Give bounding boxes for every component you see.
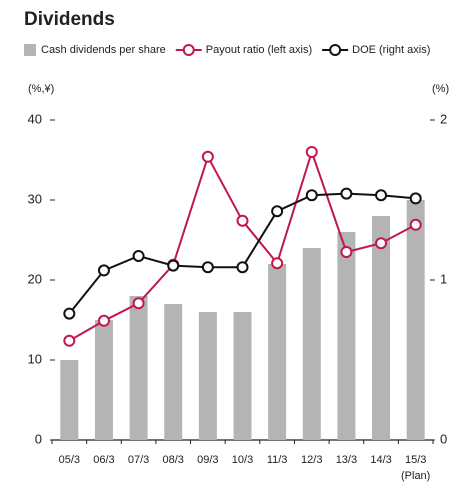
point (375, 237, 388, 250)
point (236, 261, 249, 274)
bar (268, 264, 287, 440)
point (97, 264, 110, 277)
point (167, 259, 180, 272)
y-tick-label: 10 (28, 351, 42, 366)
legend-swatch (24, 44, 36, 56)
point (63, 334, 76, 347)
bar (233, 312, 252, 440)
point (132, 250, 145, 262)
point (340, 246, 353, 258)
y2-unit: (%) (432, 83, 449, 95)
y2-tick-label: 0 (440, 431, 447, 446)
x-tick-label: 09/3 (197, 454, 218, 466)
bar (164, 304, 183, 440)
point (271, 205, 284, 218)
legend-label: Cash dividends per share (41, 44, 166, 56)
bar (372, 216, 391, 440)
x-tick-label: 11/3 (267, 454, 288, 466)
bar (60, 360, 79, 440)
line (68, 192, 416, 315)
point (409, 218, 422, 231)
point (271, 257, 284, 270)
point (305, 146, 318, 158)
x-tick-label: 13/3 (336, 454, 357, 466)
plan-note: (Plan) (401, 470, 430, 482)
chart-title: Dividends (24, 9, 115, 30)
x-tick-label: 14/3 (370, 454, 391, 466)
bar (198, 312, 217, 440)
x-tick-label: 06/3 (93, 454, 114, 466)
bar (337, 232, 356, 440)
y2-tick-label: 1 (440, 271, 447, 286)
point (236, 214, 249, 227)
y-tick-label: 20 (28, 271, 42, 286)
point (375, 189, 388, 202)
bar (302, 248, 321, 440)
x-tick-label: 12/3 (301, 454, 322, 466)
x-tick-label: 08/3 (163, 454, 184, 466)
legend-label: Payout ratio (left axis) (206, 44, 312, 56)
legend-marker (182, 44, 195, 56)
point (340, 187, 353, 200)
point (63, 307, 76, 320)
point (409, 192, 422, 205)
y2-tick-label: 2 (440, 111, 447, 126)
y-tick-label: 40 (28, 111, 42, 126)
bar (406, 200, 425, 440)
point (132, 297, 145, 310)
y-unit: (%,¥) (28, 83, 54, 95)
x-tick-label: 05/3 (59, 454, 80, 466)
point (201, 150, 214, 163)
point (305, 189, 318, 202)
y-tick-label: 0 (35, 431, 42, 446)
bar (94, 320, 113, 440)
point (97, 314, 110, 327)
legend-marker (329, 44, 342, 56)
x-tick-label: 15/3 (405, 454, 426, 466)
legend-label: DOE (right axis) (352, 44, 430, 56)
x-tick-label: 10/3 (232, 454, 253, 466)
x-tick-label: 07/3 (128, 454, 149, 466)
point (201, 261, 214, 274)
y-tick-label: 30 (28, 191, 42, 206)
bar (129, 296, 148, 440)
